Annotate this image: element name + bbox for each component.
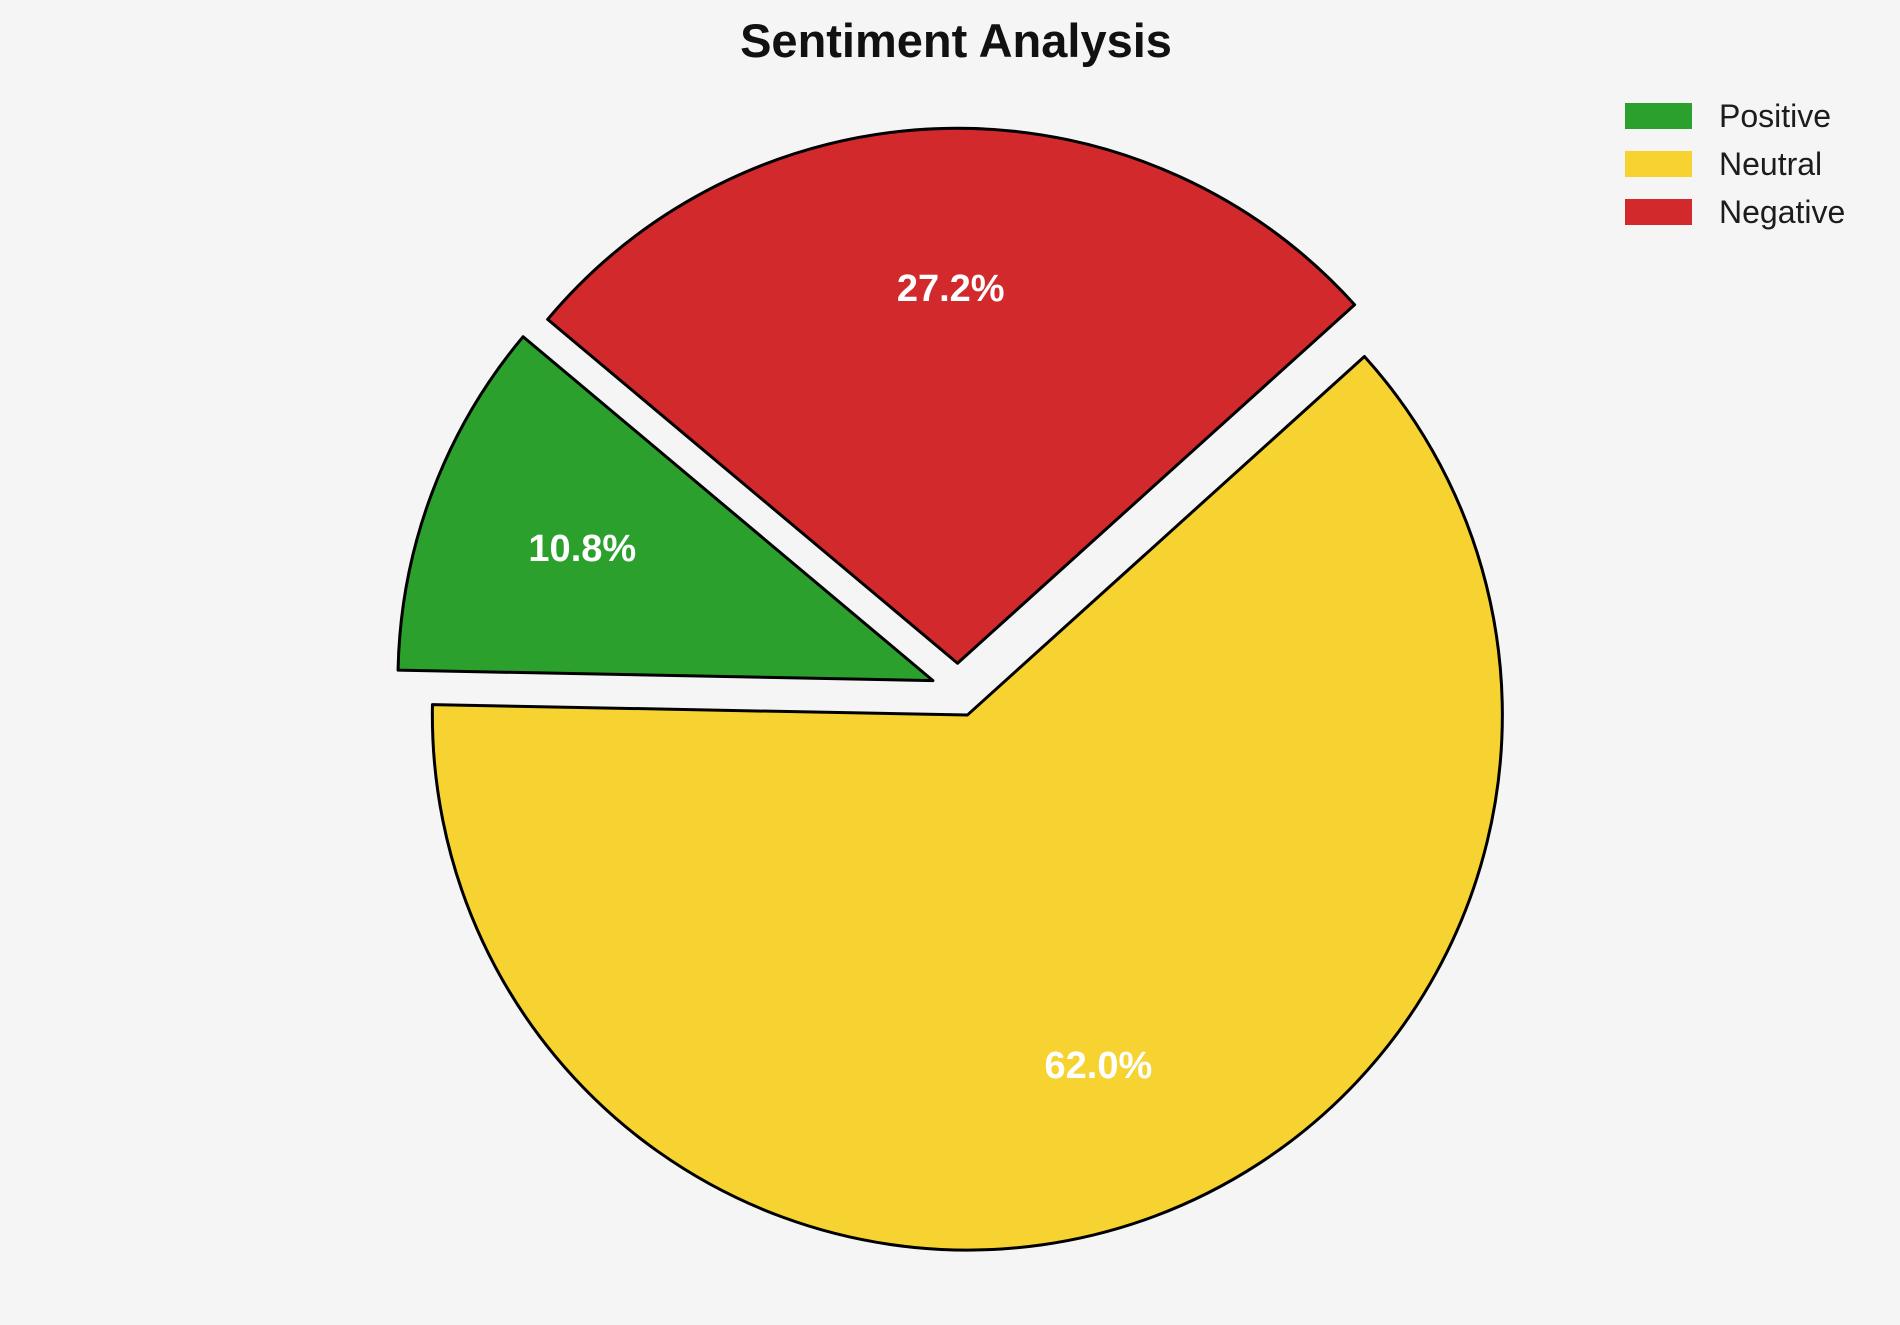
legend-label-positive: Positive: [1719, 97, 1832, 134]
legend-swatch-neutral: [1625, 151, 1692, 177]
pie-slice-negative: [546, 126, 1357, 665]
legend-swatch-positive: [1625, 103, 1692, 129]
chart-title: Sentiment Analysis: [740, 14, 1172, 67]
pie-slice-positive: [396, 335, 935, 683]
pie-slice-neutral: [430, 355, 1504, 1252]
pie-label-neutral: 62.0%: [1045, 1045, 1153, 1087]
legend-item-neutral: Neutral: [1625, 140, 1845, 188]
pie-label-negative: 27.2%: [897, 268, 1005, 310]
legend-swatch-negative: [1625, 199, 1692, 225]
legend-item-negative: Negative: [1625, 188, 1845, 236]
legend: Positive Neutral Negative: [1625, 92, 1845, 236]
legend-item-positive: Positive: [1625, 92, 1845, 140]
pie-label-positive: 10.8%: [528, 528, 636, 570]
legend-label-neutral: Neutral: [1719, 145, 1823, 182]
legend-label-negative: Negative: [1719, 193, 1846, 230]
